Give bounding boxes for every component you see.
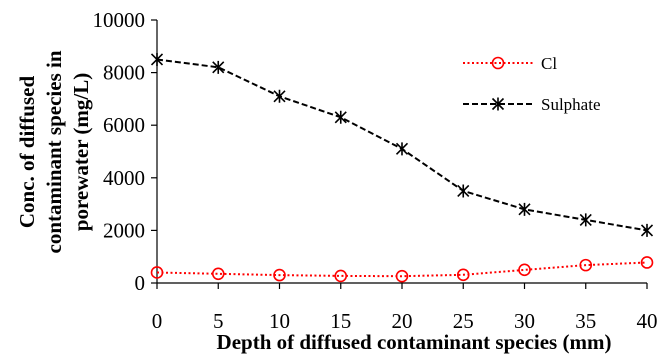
data-point-marker <box>395 269 409 283</box>
series-cl <box>150 256 654 283</box>
y-tick-label: 8000 <box>103 61 145 85</box>
data-point-marker <box>273 268 286 282</box>
y-axis: 0 2000 4000 6000 8000 10000 <box>93 8 158 295</box>
data-point-marker <box>334 110 347 124</box>
data-point-marker <box>518 202 531 216</box>
x-tick-label: 25 <box>453 309 474 333</box>
data-point-marker <box>150 266 164 279</box>
y-tick-label: 4000 <box>103 166 145 190</box>
data-point-marker <box>640 256 654 269</box>
data-point-marker <box>579 258 593 272</box>
data-point-marker <box>518 263 531 277</box>
data-point-marker <box>334 269 348 283</box>
y-tick-label: 10000 <box>93 8 146 32</box>
data-point-marker <box>150 52 164 66</box>
series-layer <box>150 52 654 283</box>
legend-label: Cl <box>541 54 557 73</box>
y-axis-title-line-3: porewater (mg/L) <box>69 73 93 231</box>
y-axis-title-line-2: contaminant species in <box>42 50 66 253</box>
x-tick-label: 15 <box>330 309 351 333</box>
series-line <box>156 261 648 278</box>
legend-label: Sulphate <box>541 95 601 114</box>
data-point-marker <box>211 267 225 281</box>
x-tick-label: 0 <box>152 309 163 333</box>
data-point-marker <box>395 142 409 156</box>
legend-swatch-marker <box>491 97 505 111</box>
y-tick-label: 6000 <box>103 113 145 137</box>
data-point-marker <box>457 184 470 198</box>
y-axis-title-line-1: Conc. of diffused <box>15 76 39 229</box>
data-point-marker <box>456 268 470 282</box>
x-tick-label: 10 <box>269 309 290 333</box>
x-tick-label: 35 <box>575 309 596 333</box>
legend-item-sulphate: Sulphate <box>463 95 601 114</box>
data-point-marker <box>640 223 654 237</box>
legend-swatch-marker <box>491 56 505 70</box>
x-tick-label: 30 <box>514 309 535 333</box>
x-axis: 0 5 10 15 20 25 30 35 40 <box>152 282 658 333</box>
y-tick-label: 0 <box>135 271 146 295</box>
x-tick-label: 40 <box>637 309 658 333</box>
legend: Cl Sulphate <box>463 54 601 114</box>
y-tick-label: 2000 <box>103 218 145 242</box>
x-axis-title: Depth of diffused contaminant species (m… <box>217 330 612 354</box>
x-tick-label: 20 <box>392 309 413 333</box>
data-point-marker <box>273 89 286 103</box>
series-sulphate <box>150 52 654 237</box>
data-point-marker <box>579 213 592 227</box>
x-tick-label: 5 <box>213 309 224 333</box>
data-point-marker <box>212 60 225 74</box>
legend-item-cl: Cl <box>463 54 557 73</box>
y-axis-title: Conc. of diffused contaminant species in… <box>15 50 93 253</box>
